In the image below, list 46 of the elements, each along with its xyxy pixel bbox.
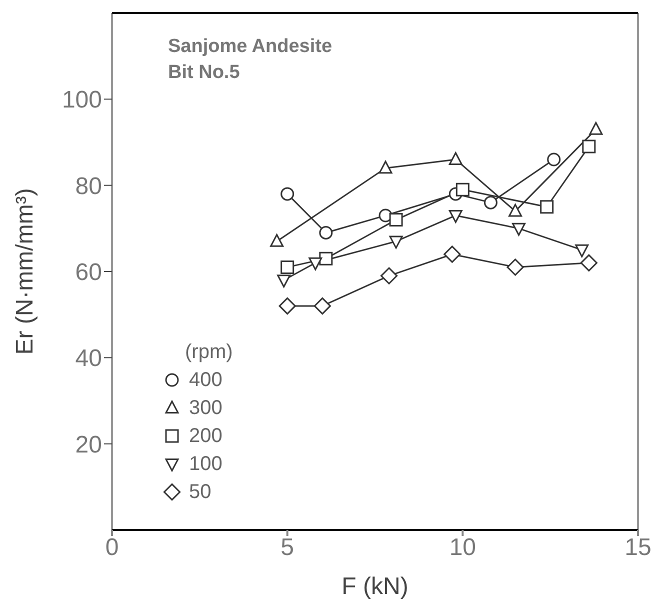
point (484, 196, 498, 210)
point (277, 274, 291, 288)
point (389, 236, 403, 249)
point (308, 257, 322, 270)
point (389, 213, 403, 227)
point (508, 204, 522, 217)
point (280, 260, 294, 274)
point (512, 222, 526, 236)
point (280, 187, 294, 201)
point (319, 252, 333, 266)
y-tick-label: 40 (75, 345, 102, 372)
text: Sanjome Andesite (168, 35, 332, 59)
point (278, 297, 296, 315)
point (448, 152, 462, 166)
text: Bit No.5 (168, 61, 241, 85)
point (582, 140, 596, 154)
x-axis-title: F (kN) (342, 573, 408, 600)
y-axis-title: Er (N·mm/mm³) (12, 188, 39, 355)
point (448, 210, 462, 223)
legend-title: (rpm) (184, 340, 234, 365)
y-tick-label: 100 (62, 86, 102, 114)
point (506, 258, 524, 276)
point (580, 254, 598, 272)
x-tick-label: 15 (624, 534, 652, 562)
x-tick-label: 5 (280, 534, 294, 562)
y-tick-label: 60 (75, 259, 102, 286)
point (456, 182, 470, 196)
point (444, 246, 461, 263)
legend-label: 100 (189, 452, 222, 477)
x-tick-label: 0 (105, 534, 119, 562)
point (314, 297, 331, 315)
point (547, 152, 561, 166)
point (575, 244, 589, 258)
point (319, 226, 333, 240)
legend-label: 300 (189, 396, 222, 421)
point (589, 122, 603, 135)
point (540, 200, 554, 214)
point (378, 160, 392, 174)
point (270, 234, 284, 247)
y-tick-label: 80 (75, 172, 102, 200)
y-tick-label: 20 (75, 431, 102, 458)
point (380, 267, 398, 284)
legend-label: 200 (189, 424, 222, 449)
legend-label: 400 (189, 368, 222, 393)
legend-label: 50 (189, 480, 212, 505)
x-tick-label: 10 (449, 534, 476, 562)
